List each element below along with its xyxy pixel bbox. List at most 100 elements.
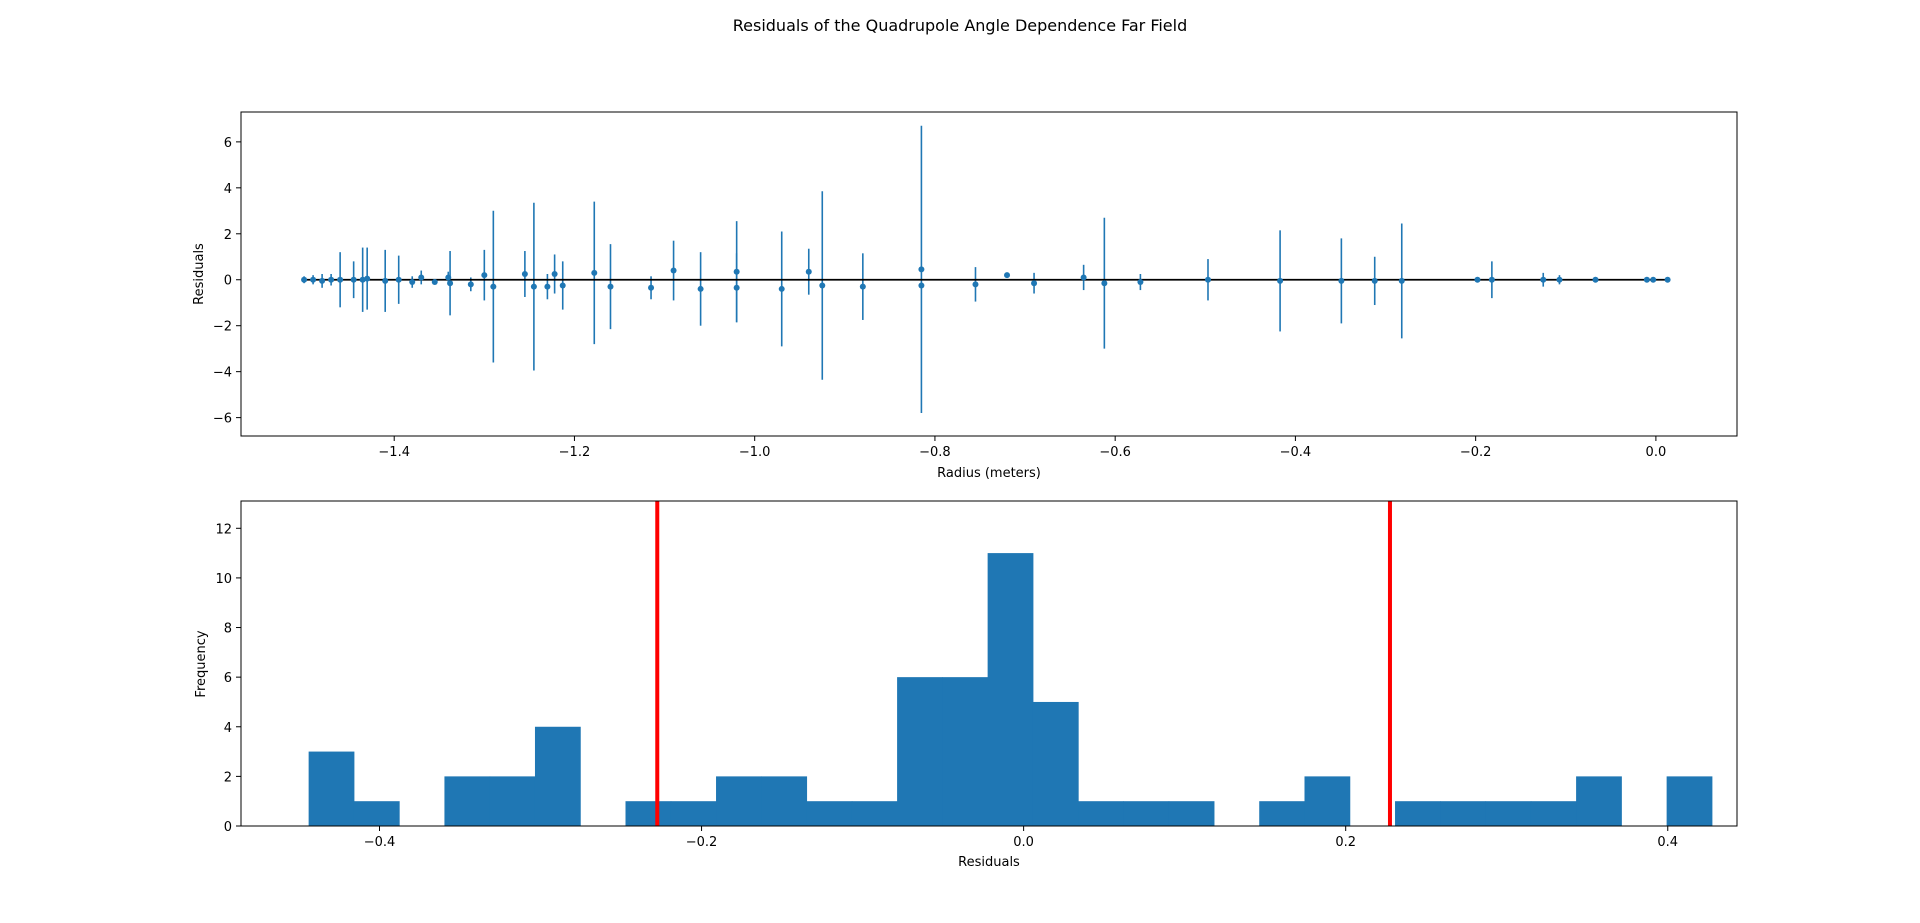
scatter-xtick-label: −0.6	[1099, 445, 1131, 460]
scatter-xtick-label: −1.2	[559, 445, 591, 460]
data-point	[359, 276, 366, 283]
data-point	[805, 268, 812, 275]
residuals-histogram-axes: −0.4 −0.2 0.0 0.2 0.4 0 2 4 6 8 10 12 Residuals Fre…	[194, 500, 1738, 870]
residuals-histogram-frame	[240, 500, 1738, 827]
histogram-xtick-label: −0.4	[364, 835, 396, 850]
histogram-bar	[1395, 801, 1441, 826]
residuals-scatter-plot-area	[301, 125, 1671, 414]
data-point	[1338, 277, 1345, 284]
data-point	[364, 275, 371, 282]
histogram-xtick-label: 0.2	[1335, 835, 1356, 850]
residuals-scatter-ylabel: Residuals	[192, 243, 207, 305]
histogram-bar	[670, 801, 717, 826]
histogram-bar	[806, 801, 853, 826]
figure-title: Residuals of the Quadrupole Angle Depend…	[733, 16, 1188, 35]
data-point	[859, 283, 866, 290]
data-point	[778, 285, 785, 292]
data-point	[530, 283, 537, 290]
residuals-scatter-xlabel: Radius (meters)	[937, 466, 1041, 481]
histogram-xtick-label: 0.0	[1013, 835, 1034, 850]
data-point	[1031, 280, 1038, 287]
histogram-bar	[716, 776, 762, 826]
histogram-ytick-label: 2	[224, 770, 232, 785]
data-point	[591, 269, 598, 276]
data-point	[328, 276, 335, 283]
data-point	[1101, 280, 1108, 287]
data-point	[733, 268, 740, 275]
data-point	[1474, 276, 1481, 283]
data-point	[445, 274, 452, 281]
histogram-bar	[625, 801, 672, 826]
scatter-xtick-label: −0.2	[1460, 445, 1492, 460]
histogram-bar	[761, 776, 808, 826]
data-point	[559, 282, 566, 289]
scatter-xtick-label: −1.0	[739, 445, 771, 460]
data-point	[1204, 276, 1211, 283]
data-point	[431, 279, 438, 286]
scatter-ytick-label: −2	[213, 320, 232, 335]
histogram-bar	[987, 553, 1034, 826]
scatter-ytick-label: 4	[224, 182, 232, 197]
histogram-xtick-label: −0.2	[686, 835, 718, 850]
residuals-scatter-ticks: −1.4 −1.2 −1.0 −0.8 −0.6 −0.4 −0.2 0.0 −6 −4 −2 0 2 4…	[213, 136, 1666, 460]
histogram-bar	[534, 726, 581, 826]
residuals-histogram-plot-area	[308, 501, 1713, 826]
data-point	[350, 276, 357, 283]
histogram-ytick-label: 4	[224, 721, 232, 736]
data-point	[1592, 276, 1599, 283]
histogram-ytick-label: 8	[224, 622, 232, 637]
data-point	[1664, 276, 1671, 283]
data-point	[337, 276, 344, 283]
data-point	[310, 276, 317, 283]
histogram-bar	[1666, 776, 1713, 826]
histogram-bar	[1123, 801, 1170, 826]
residuals-scatter-axes: −1.4 −1.2 −1.0 −0.8 −0.6 −0.4 −0.2 0.0 −6 −4 −2 0 2 4…	[192, 111, 1738, 481]
data-point	[1540, 276, 1547, 283]
histogram-bar	[1032, 701, 1079, 826]
histogram-bar	[444, 776, 491, 826]
scatter-xtick-label: 0.0	[1646, 445, 1667, 460]
histogram-bar	[851, 801, 898, 826]
histogram-bar	[1530, 801, 1577, 826]
data-point	[819, 282, 826, 289]
data-point	[972, 281, 979, 288]
histogram-ytick-label: 6	[224, 671, 232, 686]
data-point	[418, 274, 425, 281]
data-point	[521, 271, 528, 277]
data-point	[1650, 276, 1657, 283]
histogram-ytick-label: 10	[215, 572, 232, 587]
histogram-bar	[1078, 801, 1124, 826]
scatter-ytick-label: 0	[224, 274, 232, 289]
data-point	[918, 282, 925, 289]
scatter-xtick-label: −1.4	[378, 445, 410, 460]
histogram-bar	[1259, 801, 1305, 826]
histogram-bar	[1168, 801, 1215, 826]
histogram-bar	[489, 776, 536, 826]
histogram-bar	[897, 677, 943, 826]
data-point	[382, 277, 389, 284]
data-point	[1371, 277, 1378, 284]
data-point	[490, 283, 497, 290]
data-point	[607, 283, 614, 290]
histogram-bar	[942, 677, 989, 826]
data-point	[918, 266, 925, 273]
data-point	[1488, 276, 1495, 283]
data-point	[409, 279, 416, 286]
data-point	[301, 276, 308, 283]
scatter-ytick-label: 2	[224, 228, 232, 243]
data-point	[467, 281, 474, 288]
scatter-xtick-label: −0.8	[919, 445, 951, 460]
residuals-histogram-ylabel: Frequency	[194, 630, 209, 697]
data-point	[551, 271, 558, 277]
residuals-scatter-frame	[240, 111, 1738, 437]
histogram-bar	[308, 751, 355, 826]
residuals-histogram-xlabel: Residuals	[958, 855, 1020, 870]
scatter-ytick-label: −6	[213, 412, 232, 427]
data-point	[447, 280, 454, 287]
histogram-bar	[1440, 801, 1487, 826]
histogram-ytick-label: 0	[224, 820, 232, 835]
data-point	[648, 284, 655, 291]
histogram-ytick-label: 12	[215, 522, 232, 537]
data-point	[1004, 272, 1011, 279]
